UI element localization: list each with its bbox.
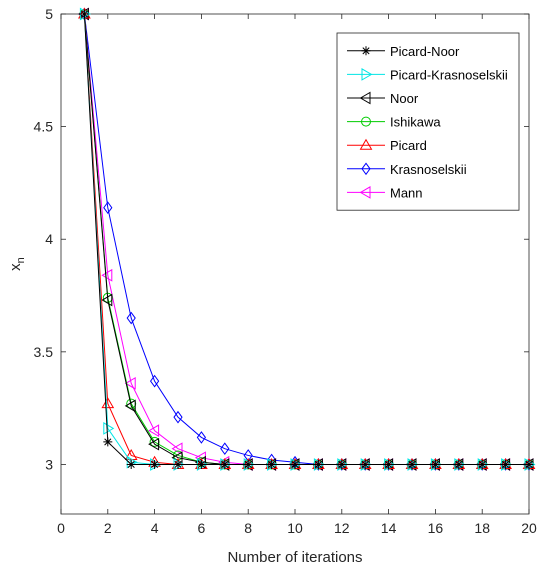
x-tick-label: 14 <box>381 520 397 536</box>
data-point-krasnoselskii <box>126 311 136 325</box>
x-tick-label: 16 <box>428 520 444 536</box>
x-tick-labels: 0 2 4 6 8 10 12 14 16 18 20 <box>57 520 537 536</box>
x-tick-label: 10 <box>287 520 303 536</box>
x-tick-label: 18 <box>474 520 490 536</box>
data-point-picard-noor <box>220 459 230 469</box>
y-tick-label: 4 <box>45 231 53 247</box>
legend-label-ishikawa: Ishikawa <box>390 115 441 130</box>
series-layer <box>77 7 536 471</box>
data-point-mann <box>101 268 113 282</box>
legend-label-picard-krasnoselskii: Picard-Krasnoselskii <box>390 67 508 82</box>
data-point-krasnoselskii <box>103 201 113 215</box>
legend-item-ishikawa: Ishikawa <box>347 115 441 130</box>
legend-label-picard-noor: Picard-Noor <box>390 44 460 59</box>
legend-label-picard: Picard <box>390 138 427 153</box>
data-point-picard-noor <box>407 459 417 469</box>
y-tick-labels: 3 3.5 4 4.5 5 <box>34 6 54 472</box>
data-point-picard-noor <box>150 459 160 469</box>
x-axis-label: Number of iterations <box>227 549 362 566</box>
y-tick-label: 5 <box>45 6 53 22</box>
y-axis-label: xn <box>7 257 27 271</box>
legend-marker-mann <box>359 186 371 199</box>
x-tick-label: 4 <box>151 520 159 536</box>
legend-label-krasnoselskii: Krasnoselskii <box>390 162 467 177</box>
data-point-mann <box>148 424 160 438</box>
data-point-krasnoselskii <box>149 374 160 388</box>
axis-ticks <box>60 13 530 514</box>
data-point-picard <box>101 397 115 409</box>
legend-item-mann: Mann <box>347 185 423 200</box>
y-axis-label-subscript: n <box>15 257 27 263</box>
legend-label-noor: Noor <box>390 91 419 106</box>
legend-marker-noor <box>359 91 371 105</box>
data-point-picard-noor <box>79 9 89 19</box>
legend-item-noor: Noor <box>347 91 419 106</box>
x-tick-label: 2 <box>104 520 112 536</box>
series-picard-noor <box>79 9 534 469</box>
data-point-picard-noor <box>454 459 464 469</box>
data-point-picard-noor <box>384 459 394 469</box>
x-tick-label: 0 <box>57 520 65 536</box>
data-point-picard-noor <box>290 459 300 469</box>
legend-items: Picard-Noor Picard-Krasnoselskii Noor Ishik… <box>347 44 508 200</box>
data-point-noor <box>148 437 160 451</box>
data-point-picard-noor <box>196 459 206 469</box>
data-point-picard-noor <box>267 459 277 469</box>
legend-item-picard: Picard <box>347 138 427 153</box>
data-point-mann <box>124 377 136 390</box>
legend-label-mann: Mann <box>390 185 423 200</box>
data-point-picard-noor <box>524 459 534 469</box>
y-tick-label: 4.5 <box>34 119 54 135</box>
data-point-picard-noor <box>430 459 440 469</box>
legend-item-picard-noor: Picard-Noor <box>347 44 460 59</box>
data-point-krasnoselskii <box>173 410 183 424</box>
x-tick-label: 12 <box>334 520 350 536</box>
legend-item-krasnoselskii: Krasnoselskii <box>347 162 467 177</box>
x-tick-label: 6 <box>198 520 206 536</box>
data-point-picard-noor <box>337 459 347 469</box>
y-tick-label: 3 <box>45 456 53 472</box>
data-point-noor <box>101 293 113 307</box>
legend-item-picard-krasnoselskii: Picard-Krasnoselskii <box>347 67 508 82</box>
data-point-picard-noor <box>501 459 511 469</box>
y-axis-label-main: x <box>7 263 24 271</box>
legend-marker-ishikawa <box>361 116 371 127</box>
data-point-krasnoselskii <box>196 431 207 444</box>
legend-marker-picard <box>359 138 373 150</box>
data-point-picard-noor <box>173 459 183 469</box>
legend: Picard-Noor Picard-Krasnoselskii Noor Ishik… <box>336 32 520 211</box>
data-point-krasnoselskii <box>220 442 230 456</box>
data-point-noor <box>124 399 136 413</box>
data-point-picard-noor <box>313 459 323 469</box>
data-point-picard-noor <box>360 459 370 469</box>
legend-marker-picard-noor <box>361 46 371 56</box>
data-point-picard-noor <box>243 459 253 469</box>
legend-marker-krasnoselskii <box>361 162 371 176</box>
data-point-picard-krasnoselskii <box>103 422 115 435</box>
x-tick-label: 8 <box>244 520 252 536</box>
y-tick-label: 3.5 <box>34 344 54 360</box>
x-tick-label: 20 <box>521 520 537 536</box>
data-point-picard-noor <box>103 437 113 447</box>
legend-marker-picard-krasnoselskii <box>361 68 373 81</box>
data-point-picard-noor <box>477 459 487 469</box>
data-point-picard-noor <box>126 459 136 469</box>
